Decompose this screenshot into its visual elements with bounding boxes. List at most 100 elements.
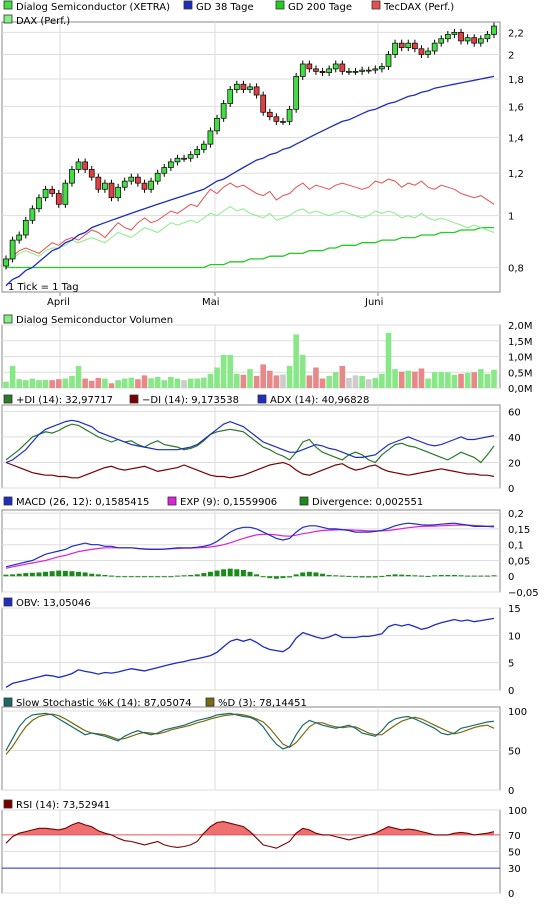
divergence-bar xyxy=(102,574,108,577)
volume-bar xyxy=(478,369,484,388)
dax-perf-line xyxy=(5,205,495,263)
legend-label-1: GD 38 Tage xyxy=(196,2,254,13)
candle-body xyxy=(108,182,115,199)
volume-tick-4: 0,0M xyxy=(508,384,533,395)
obv-line xyxy=(5,617,495,688)
rsi-tick-3: 30 xyxy=(508,864,521,875)
candle-body xyxy=(313,68,319,72)
dmi-panel-frame xyxy=(1,404,501,489)
candle-body xyxy=(385,54,392,67)
volume-bar xyxy=(75,365,82,388)
divergence-bar xyxy=(333,575,339,577)
divergence-bar xyxy=(168,576,174,578)
volume-bar xyxy=(161,380,168,388)
obv-tick-3: 0 xyxy=(508,686,514,697)
candle-body xyxy=(95,176,102,190)
divergence-bar xyxy=(234,569,240,577)
candle-body xyxy=(286,108,293,122)
divergence-bar xyxy=(366,576,372,578)
divergence-bar xyxy=(372,576,378,578)
stoch-tick-0: 100 xyxy=(508,707,527,718)
volume-bar xyxy=(352,375,359,388)
divergence-bar xyxy=(214,570,220,577)
divergence-bar xyxy=(438,574,444,577)
candle-body xyxy=(174,157,181,163)
candle-body xyxy=(260,94,267,113)
legend-label-0: Dialog Semiconductor (XETRA) xyxy=(16,2,170,13)
volume-bar xyxy=(464,372,471,388)
price-tick-3: 1,6 xyxy=(508,102,524,113)
divergence-bar xyxy=(247,571,253,577)
volume-bar xyxy=(412,371,418,388)
volume-bar xyxy=(22,380,29,388)
candle-body xyxy=(154,172,161,182)
candle-body xyxy=(29,208,36,221)
candle-body xyxy=(280,121,286,123)
volume-bar xyxy=(398,371,405,388)
divergence-bar xyxy=(287,576,293,578)
divergence-bar xyxy=(188,574,194,577)
candle-body xyxy=(181,157,187,160)
rsi-line xyxy=(5,821,495,849)
divergence-bar xyxy=(174,575,180,577)
volume-bar xyxy=(194,378,201,388)
divergence-bar xyxy=(260,576,266,578)
candle-body xyxy=(220,103,227,119)
candle-body xyxy=(484,34,491,40)
candle-body xyxy=(22,219,29,236)
candle-body xyxy=(293,76,300,110)
divergence-bar xyxy=(115,576,121,578)
volume-bar xyxy=(339,365,346,388)
divergence-bar xyxy=(62,570,68,577)
macd-tick-4: 0 xyxy=(508,572,514,583)
divergence-bar xyxy=(29,572,35,577)
volume-legend-label: Dialog Semiconductor Volumen xyxy=(16,315,173,326)
price-tick-0: 2,2 xyxy=(508,28,524,39)
legend-label-4: DAX (Perf.) xyxy=(16,16,70,27)
divergence-bar xyxy=(478,575,484,577)
rsi-tick-4: 0 xyxy=(508,889,514,900)
volume-bar xyxy=(69,376,75,388)
macd-legend-label-0: MACD (26, 12): 0,1585415 xyxy=(16,497,149,508)
volume-bar xyxy=(201,377,207,388)
candle-body xyxy=(491,25,497,35)
divergence-bar xyxy=(3,574,9,577)
candle-body xyxy=(233,83,240,90)
volume-tick-1: 1,5M xyxy=(508,337,533,348)
divergence-bar xyxy=(10,574,16,577)
stoch-tick-1: 50 xyxy=(508,746,521,757)
divergence-bar xyxy=(221,569,227,577)
candle-body xyxy=(273,116,280,122)
divergence-bar xyxy=(155,576,161,578)
divergence-bar xyxy=(353,576,359,578)
divergence-bar xyxy=(432,575,438,577)
divergence-bar xyxy=(385,574,391,577)
candle-body xyxy=(36,197,42,210)
volume-bar xyxy=(181,380,187,388)
volume-bar xyxy=(273,375,280,388)
volume-bar xyxy=(431,372,438,388)
divergence-bar xyxy=(95,574,101,577)
macd-panel-frame xyxy=(1,509,501,593)
volume-bar xyxy=(49,380,55,388)
candle-body xyxy=(135,176,141,184)
gd38-line xyxy=(5,75,495,287)
candle-body xyxy=(451,31,458,35)
macd-tick-0: 0,2 xyxy=(508,509,524,520)
volume-bar xyxy=(293,334,299,388)
volume-bar xyxy=(247,369,253,388)
volume-bar xyxy=(445,372,451,388)
candle-body xyxy=(458,31,464,42)
macd-line xyxy=(5,522,495,568)
dmi-tick-1: 40 xyxy=(508,433,521,444)
volume-bar xyxy=(491,369,497,388)
volume-bar xyxy=(392,369,398,388)
volume-bar xyxy=(187,378,194,388)
price-tick-7: 0,8 xyxy=(508,264,524,275)
obv-panel-frame xyxy=(1,607,501,691)
divergence-bar xyxy=(181,575,187,577)
price-tick-2: 1,8 xyxy=(508,75,524,86)
price-panel-frame xyxy=(1,21,501,293)
x-axis-label-2: Juni xyxy=(364,297,383,308)
